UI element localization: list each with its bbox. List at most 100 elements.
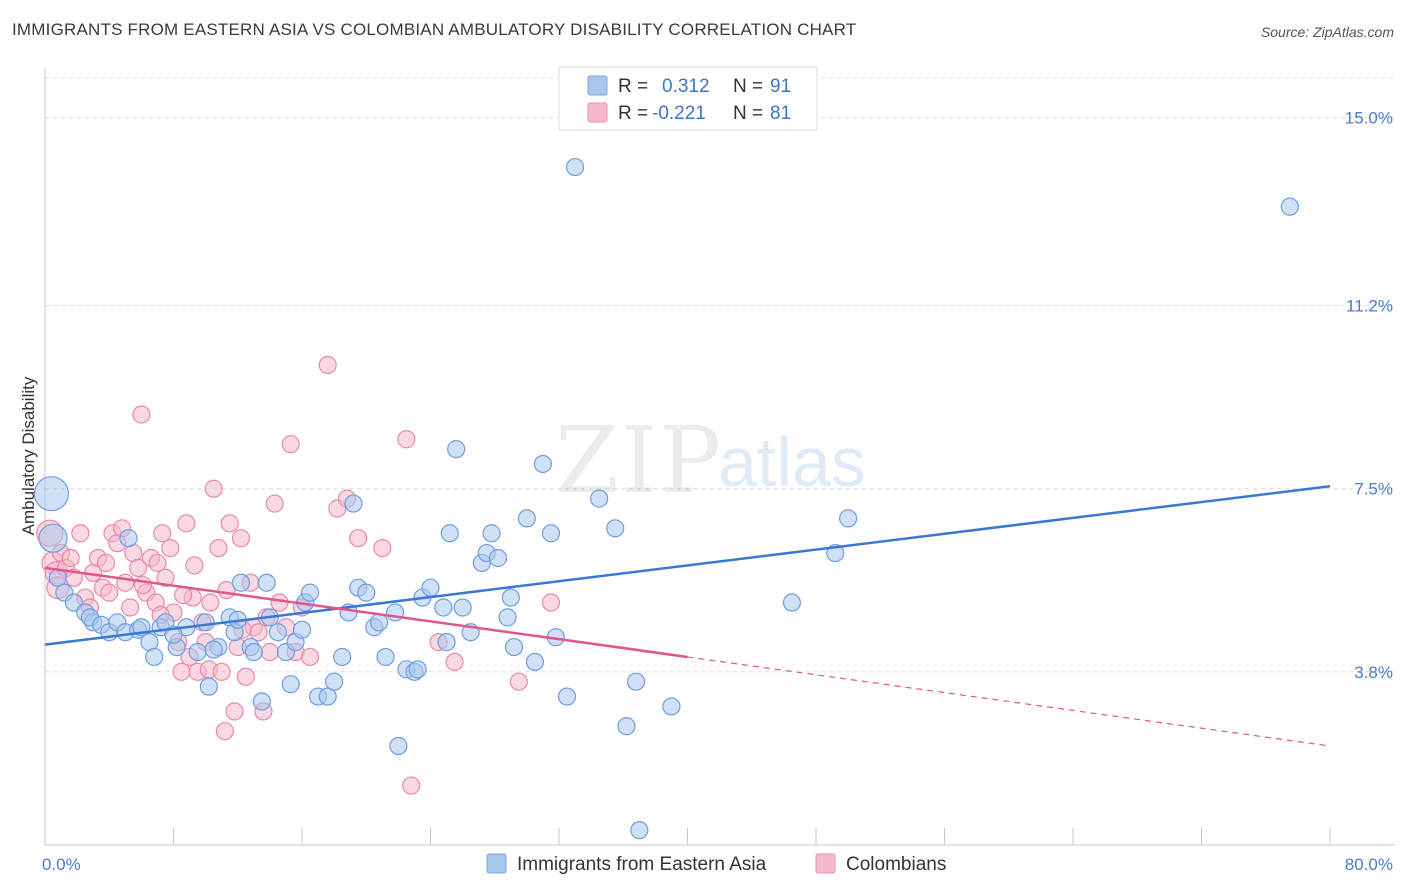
colombians-points xyxy=(36,355,561,795)
colombians-point-44 xyxy=(220,514,239,533)
colombians-point-27 xyxy=(153,524,172,543)
eastern-asia-point-37 xyxy=(300,583,320,602)
eastern-asia-point-79 xyxy=(626,672,646,691)
watermark: ZIP atlas xyxy=(555,407,866,514)
eastern-asia-point-30 xyxy=(257,573,276,592)
legend-swatch-eastern-asia xyxy=(587,75,608,96)
colombians-point-60 xyxy=(300,647,320,667)
trend-lines xyxy=(44,485,1331,747)
colombians-point-21 xyxy=(129,558,148,577)
colombians-point-80 xyxy=(96,553,116,573)
colombians-point-14 xyxy=(100,583,119,602)
colombians-point-76 xyxy=(174,586,193,605)
trend-line-colombians xyxy=(44,566,688,659)
eastern-asia-point-53 xyxy=(408,660,427,679)
eastern-asia-point-84 xyxy=(839,509,858,528)
colombians-point-8 xyxy=(71,524,90,543)
colombians-point-51 xyxy=(249,623,268,642)
legend-swatch-colombians xyxy=(587,102,608,123)
y-axis-label: Ambulatory Disability xyxy=(19,376,38,535)
y-tick-label-0: 3.8% xyxy=(1354,663,1393,682)
y-tick-label-3: 15.0% xyxy=(1345,109,1393,128)
watermark-atlas: atlas xyxy=(718,423,866,501)
colombians-point-53 xyxy=(260,642,279,662)
eastern-asia-point-86 xyxy=(204,640,223,659)
chart-title: IMMIGRANTS FROM EASTERN ASIA VS COLOMBIA… xyxy=(12,20,857,39)
eastern-asia-point-71 xyxy=(533,454,553,474)
eastern-asia-point-76 xyxy=(590,489,609,508)
bottom-legend-label-colombians: Colombians xyxy=(846,854,946,875)
colombians-point-19 xyxy=(121,598,140,617)
eastern-asia-point-15 xyxy=(145,647,164,667)
eastern-asia-point-80 xyxy=(630,821,649,840)
colombians-point-75 xyxy=(185,556,204,575)
eastern-asia-point-72 xyxy=(541,524,561,543)
eastern-asia-point-60 xyxy=(453,598,472,617)
colombians-point-29 xyxy=(161,538,180,558)
colombians-point-69 xyxy=(445,652,464,672)
eastern-asia-point-57 xyxy=(437,633,456,652)
legend-n-value-2: 81 xyxy=(770,103,791,124)
eastern-asia-point-55 xyxy=(421,578,440,597)
eastern-asia-point-22 xyxy=(199,677,218,696)
colombians-point-54 xyxy=(265,494,284,513)
source-label: Source: ZipAtlas.com xyxy=(1260,24,1394,40)
eastern-asia-point-45 xyxy=(357,583,376,602)
axes xyxy=(44,68,1395,846)
bottom-legend-label-eastern-asia: Immigrants from Eastern Asia xyxy=(517,854,767,875)
eastern-asia-point-50 xyxy=(389,736,408,756)
eastern-asia-point-43 xyxy=(344,494,363,513)
legend-r-label-2: R = xyxy=(618,103,648,124)
legend-n-label-1: N = xyxy=(733,76,763,97)
legend-r-value-2: -0.221 xyxy=(652,103,706,124)
legend-r-value-1: 0.312 xyxy=(662,76,710,97)
bottom-legend-swatch-eastern-asia xyxy=(486,853,507,874)
colombians-point-67 xyxy=(402,776,421,795)
x-tick-labels: 0.0% 80.0% xyxy=(42,855,1393,874)
eastern-asia-point-58 xyxy=(440,524,459,543)
eastern-asia-point-1 xyxy=(38,523,68,553)
x-tick-label-0: 0.0% xyxy=(42,855,81,874)
colombians-point-70 xyxy=(509,672,528,691)
watermark-zip: ZIP xyxy=(555,407,723,514)
eastern-asia-point-68 xyxy=(504,637,524,657)
eastern-asia-point-59 xyxy=(447,440,466,459)
legend-n-value-1: 91 xyxy=(770,76,791,97)
colombians-point-40 xyxy=(204,479,223,498)
y-tick-label-2: 11.2% xyxy=(1346,297,1393,316)
x-tick-label-1: 80.0% xyxy=(1345,855,1393,874)
colombians-point-26 xyxy=(148,553,167,573)
colombians-point-43 xyxy=(215,722,234,741)
colombians-point-42 xyxy=(212,662,231,681)
eastern-asia-point-74 xyxy=(557,687,577,706)
colombians-point-57 xyxy=(281,435,300,454)
legend-box: R = 0.312 N = 91 R = -0.221 N = 81 xyxy=(558,66,818,131)
eastern-asia-point-85 xyxy=(1280,197,1299,216)
eastern-asia-point-64 xyxy=(482,524,501,543)
bottom-legend: Immigrants from Eastern Asia Colombians xyxy=(486,853,946,875)
eastern-asia-point-81 xyxy=(662,697,681,716)
colombians-point-47 xyxy=(231,529,251,548)
eastern-asia-point-29 xyxy=(252,692,271,711)
eastern-asia-point-34 xyxy=(281,675,300,694)
eastern-asia-point-40 xyxy=(325,672,344,691)
eastern-asia-point-32 xyxy=(268,623,288,642)
eastern-asia-point-66 xyxy=(498,608,517,627)
colombians-point-61 xyxy=(318,355,337,375)
y-tick-label-1: 7.5% xyxy=(1354,480,1393,499)
colombians-point-22 xyxy=(132,405,151,424)
colombians-point-48 xyxy=(236,667,255,686)
eastern-asia-point-26 xyxy=(231,573,251,592)
eastern-asia-point-48 xyxy=(376,647,395,667)
eastern-asia-point-12 xyxy=(119,529,138,548)
colombians-point-28 xyxy=(156,568,175,587)
eastern-asia-point-20 xyxy=(188,642,207,662)
eastern-asia-point-47 xyxy=(370,613,389,632)
trend-line-colombians-dashed xyxy=(687,656,1331,747)
eastern-asia-point-21 xyxy=(196,613,215,632)
eastern-asia-point-0 xyxy=(33,476,70,512)
eastern-asia-point-90 xyxy=(292,620,312,639)
colombians-point-77 xyxy=(201,593,220,612)
y-tick-labels: 3.8% 7.5% 11.2% 15.0% xyxy=(1345,109,1393,682)
